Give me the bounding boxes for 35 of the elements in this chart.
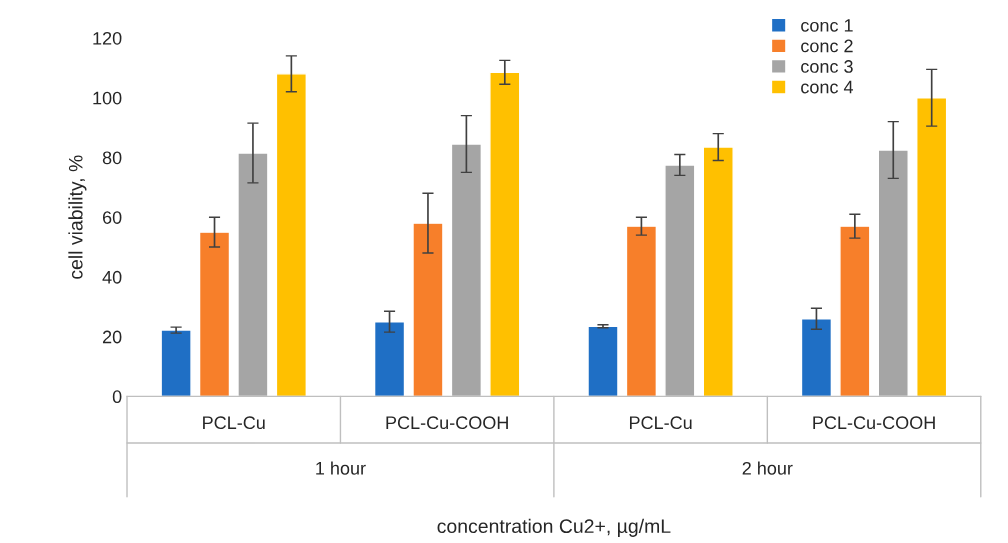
bar — [625, 225, 658, 397]
bar — [664, 164, 696, 397]
y-axis-title: cell viability, % — [68, 155, 87, 279]
x-axis-title: concentration Cu2+, µg/mL — [437, 518, 671, 537]
x-tick-label: PCL-Cu — [629, 416, 692, 430]
y-tick-label: 100 — [93, 91, 122, 105]
legend-label: conc 1 — [801, 19, 853, 32]
bar — [800, 318, 833, 397]
legend-label: conc 4 — [801, 80, 854, 94]
bar — [702, 146, 734, 397]
y-tick-label: 80 — [102, 151, 122, 165]
text: 2 hour — [742, 461, 793, 475]
bar — [489, 71, 521, 397]
bar — [916, 97, 948, 397]
x-tick-label: PCL-Cu-COOH — [813, 416, 935, 430]
bar — [877, 149, 909, 397]
legend-label: conc 2 — [801, 39, 853, 53]
bar — [198, 231, 231, 397]
bar — [160, 329, 192, 397]
y-tick-label: 20 — [102, 330, 122, 344]
x-tick-label: PCL-Cu-COOH — [386, 416, 508, 430]
bar — [275, 73, 307, 397]
bar — [373, 321, 406, 397]
bar — [237, 152, 269, 397]
y-tick-label: 120 — [93, 31, 122, 45]
y-tick-label: 60 — [102, 211, 122, 224]
y-tick-label: 0 — [112, 390, 122, 404]
bar — [587, 325, 619, 397]
legend-label: conc 3 — [801, 60, 853, 73]
bar — [412, 222, 444, 397]
y-tick-label: 40 — [102, 270, 122, 284]
text: 1 hour — [316, 461, 366, 475]
bar — [450, 143, 483, 397]
x-tick-label: PCL-Cu — [203, 416, 265, 430]
bar — [839, 225, 871, 397]
